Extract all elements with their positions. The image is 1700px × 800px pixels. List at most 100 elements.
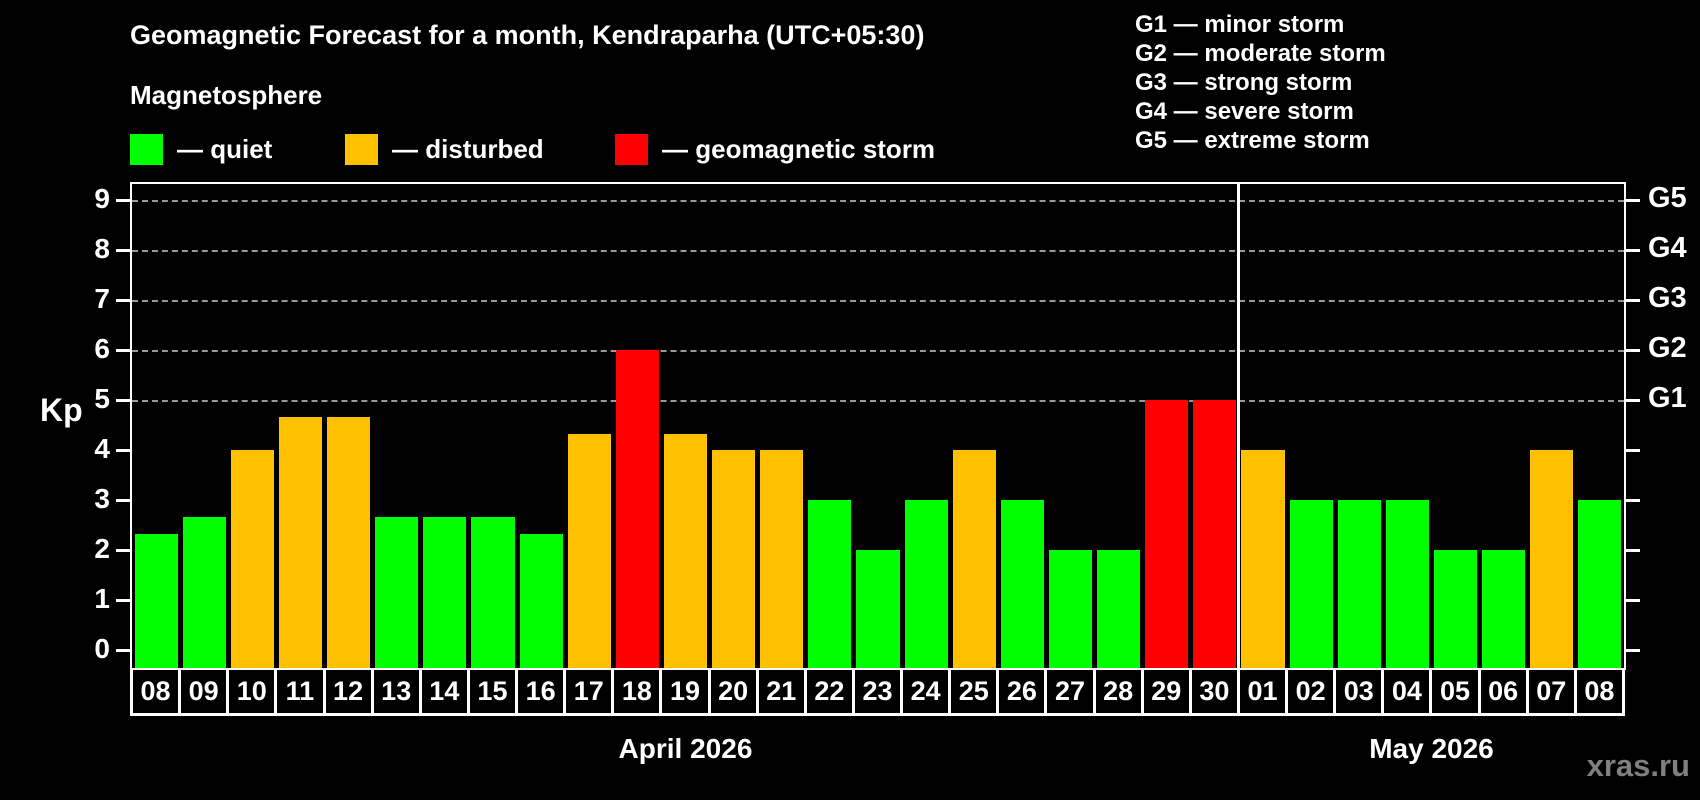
- kp-bar-21: [760, 450, 804, 668]
- kp-bar-26: [1000, 500, 1044, 668]
- day-label-03: 03: [1333, 670, 1382, 716]
- kp-bar-08: [1578, 500, 1622, 668]
- kp-bar-17: [567, 433, 611, 668]
- y-tick-label-5: 5: [94, 383, 110, 414]
- kp-bar-01: [1241, 450, 1285, 668]
- y-axis-title: Kp: [40, 392, 83, 428]
- right-axis-label-g1: G1: [1648, 382, 1687, 414]
- day-label-08: 08: [130, 670, 179, 716]
- kp-bar-05: [1433, 550, 1478, 668]
- kp-bar-30: [1193, 400, 1237, 668]
- kp-bar-16: [519, 533, 563, 668]
- gridline-kp8: [132, 250, 1624, 252]
- gridline-kp5: [132, 400, 1624, 402]
- right-axis-label-g3: G3: [1648, 282, 1687, 314]
- kp-bar-23: [856, 550, 900, 668]
- right-tick-6: [1624, 348, 1640, 352]
- gridline-kp7: [132, 300, 1624, 302]
- day-label-12: 12: [322, 670, 371, 716]
- legend-item-quiet: — quiet: [130, 132, 272, 166]
- day-label-13: 13: [370, 670, 419, 716]
- right-tick-8: [1624, 248, 1640, 252]
- day-label-20: 20: [707, 670, 756, 716]
- day-label-14: 14: [418, 670, 467, 716]
- day-label-26: 26: [996, 670, 1045, 716]
- kp-bar-24: [904, 500, 948, 668]
- gridline-kp9: [132, 200, 1624, 202]
- day-label-29: 29: [1140, 670, 1189, 716]
- day-label-28: 28: [1092, 670, 1141, 716]
- day-label-24: 24: [900, 670, 949, 716]
- day-label-04: 04: [1381, 670, 1430, 716]
- kp-bar-07: [1530, 450, 1574, 668]
- day-label-15: 15: [466, 670, 516, 716]
- y-tick-label-3: 3: [94, 483, 110, 514]
- month-label-april: April 2026: [618, 733, 753, 764]
- g2-definition: G2 — moderate storm: [1135, 40, 1386, 67]
- quiet-label: — quiet: [177, 133, 273, 164]
- kp-bar-19: [663, 433, 708, 668]
- g1-definition: G1 — minor storm: [1135, 11, 1345, 38]
- y-tick-label-2: 2: [94, 533, 110, 564]
- day-label-08: 08: [1573, 670, 1625, 716]
- magnetosphere-label: Magnetosphere: [130, 80, 323, 110]
- day-label-23: 23: [851, 670, 901, 716]
- kp-bar-09: [182, 516, 226, 668]
- kp-bar-12: [327, 416, 371, 668]
- kp-bar-02: [1289, 500, 1333, 668]
- left-tick-2: [116, 548, 130, 552]
- g4-definition: G4 — severe storm: [1135, 98, 1354, 125]
- right-axis-label-g5: G5: [1648, 182, 1687, 214]
- plot-area: 0 1 2 3 4 5 6 7 8 9 G1 G2 G3 G4 G5: [94, 182, 1687, 670]
- left-tick-8: [116, 248, 130, 252]
- day-label-11: 11: [274, 670, 323, 716]
- kp-bar-25: [952, 450, 996, 668]
- day-label-27: 27: [1044, 670, 1093, 716]
- y-tick-label-1: 1: [94, 583, 110, 614]
- day-label-18: 18: [611, 670, 660, 716]
- left-tick-0: [116, 648, 130, 652]
- kp-bar-13: [375, 516, 419, 668]
- kp-bar-20: [712, 450, 756, 668]
- left-tick-7: [116, 298, 130, 302]
- legend-item-storm: — geomagnetic storm: [615, 132, 935, 166]
- right-tick-2: [1624, 548, 1640, 552]
- day-label-19: 19: [659, 670, 708, 716]
- left-tick-6: [116, 348, 130, 352]
- kp-bar-03: [1337, 500, 1381, 668]
- right-axis-label-g2: G2: [1648, 332, 1687, 364]
- y-tick-label-8: 8: [94, 233, 110, 264]
- day-label-02: 02: [1285, 670, 1334, 716]
- day-label-07: 07: [1525, 670, 1574, 716]
- y-tick-label-7: 7: [94, 283, 110, 314]
- kp-bar-04: [1385, 500, 1429, 668]
- left-tick-4: [116, 448, 130, 452]
- y-tick-label-9: 9: [94, 183, 110, 214]
- watermark: xras.ru: [1586, 748, 1690, 783]
- left-tick-3: [116, 498, 130, 502]
- storm-color-swatch: [615, 133, 648, 165]
- gridline-kp6: [132, 350, 1624, 352]
- day-label-17: 17: [563, 670, 612, 716]
- kp-bar-10: [230, 450, 274, 668]
- g3-definition: G3 — strong storm: [1135, 69, 1353, 96]
- storm-scale-legend: G1 — minor storm G2 — moderate storm G3 …: [1135, 10, 1386, 155]
- right-axis-label-g4: G4: [1648, 232, 1687, 264]
- y-tick-label-4: 4: [94, 433, 110, 464]
- legend-item-disturbed: — disturbed: [345, 132, 544, 166]
- day-label-30: 30: [1188, 670, 1237, 716]
- day-label-10: 10: [226, 670, 275, 716]
- right-tick-1: [1624, 598, 1640, 602]
- day-axis: 08 09 10 11 12 13 14 15 16 17 18 19 20 21 22 23 24 25 26 27…: [130, 670, 1626, 716]
- kp-bar-18: [615, 350, 659, 668]
- day-label-21: 21: [755, 670, 804, 716]
- y-tick-label-6: 6: [94, 333, 110, 364]
- day-label-01: 01: [1236, 670, 1286, 716]
- day-label-25: 25: [948, 670, 997, 716]
- day-label-22: 22: [803, 670, 852, 716]
- g5-definition: G5 — extreme storm: [1135, 127, 1370, 154]
- kp-bar-11: [278, 416, 322, 668]
- disturbed-color-swatch: [345, 133, 378, 165]
- left-tick-1: [116, 598, 130, 602]
- right-tick-7: [1624, 298, 1640, 302]
